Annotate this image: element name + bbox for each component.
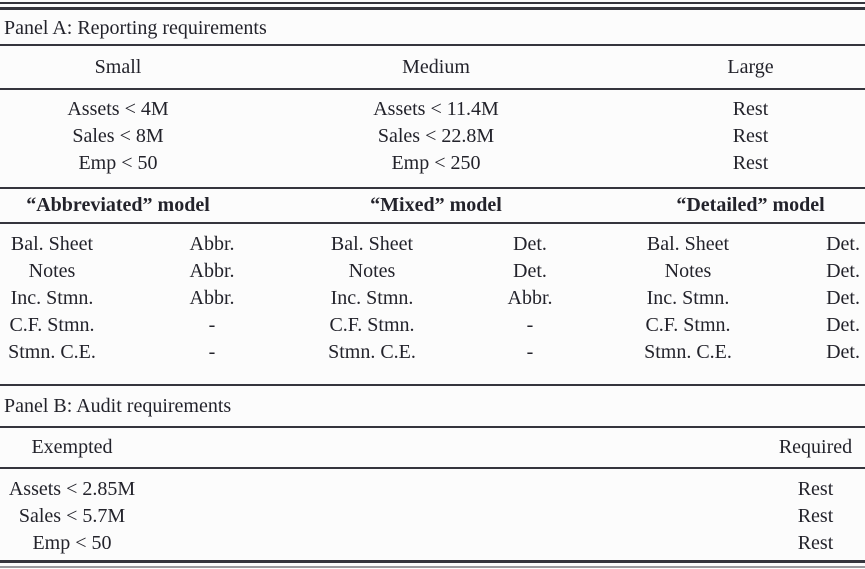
threshold-cell: Rest xyxy=(732,152,769,174)
audit-threshold-cell: Assets < 2.85M xyxy=(8,478,136,500)
audit-row-sales: Sales < 5.7M Rest xyxy=(0,503,865,530)
model-requirement-value: Det. xyxy=(826,287,860,309)
model-item-label: Bal. Sheet xyxy=(330,233,414,255)
model-requirement-value: Abbr. xyxy=(189,287,235,309)
model-requirement-value: Det. xyxy=(513,233,547,255)
rule-above-model-headers xyxy=(0,187,865,189)
model-requirement-value: - xyxy=(526,341,534,363)
model-requirement-value: Det. xyxy=(826,260,860,282)
rule-below-model-headers xyxy=(0,222,865,224)
model-item-label: Notes xyxy=(348,260,396,282)
model-detail-block: Bal. Sheet Abbr. Bal. Sheet Det. Bal. Sh… xyxy=(0,224,865,384)
model-item-label: Inc. Stmn. xyxy=(646,287,730,309)
threshold-cell: Assets < 4M xyxy=(67,98,169,120)
audit-header-required: Required xyxy=(778,436,853,458)
size-header-row: Small Medium Large xyxy=(0,46,865,88)
panel-a-title: Panel A: Reporting requirements xyxy=(0,10,865,44)
model-requirement-value: Abbr. xyxy=(189,260,235,282)
threshold-cell: Rest xyxy=(732,98,769,120)
model-row-inc-stmn: Inc. Stmn. Abbr. Inc. Stmn. Abbr. Inc. S… xyxy=(0,285,865,312)
model-header-detailed: “Detailed” model xyxy=(676,194,825,216)
model-item-label: Inc. Stmn. xyxy=(330,287,414,309)
audit-rows-block: Assets < 2.85M Rest Sales < 5.7M Rest Em… xyxy=(0,469,865,560)
threshold-row-sales: Sales < 8M Sales < 22.8M Rest xyxy=(0,123,865,150)
model-row-cf-stmn: C.F. Stmn. - C.F. Stmn. - C.F. Stmn. Det… xyxy=(0,312,865,339)
model-requirement-value: - xyxy=(526,314,534,336)
rule-below-panel-b-title xyxy=(0,426,865,428)
panel-b-title: Panel B: Audit requirements xyxy=(0,386,865,426)
model-requirement-value: - xyxy=(208,341,216,363)
model-item-label: Notes xyxy=(664,260,712,282)
bottom-inner-rule xyxy=(0,560,865,563)
audit-requirement-cell: Rest xyxy=(797,505,834,527)
model-item-label: C.F. Stmn. xyxy=(329,314,415,336)
model-item-label: Stmn. C.E. xyxy=(328,341,416,363)
audit-header-exempted: Exempted xyxy=(31,436,113,458)
threshold-block: Assets < 4M Assets < 11.4M Rest Sales < … xyxy=(0,90,865,187)
model-item-label: Notes xyxy=(28,260,76,282)
audit-row-spacer xyxy=(144,476,766,503)
model-item-label: C.F. Stmn. xyxy=(645,314,731,336)
threshold-cell: Emp < 250 xyxy=(391,152,481,174)
audit-requirement-cell: Rest xyxy=(797,532,834,554)
model-header-row: “Abbreviated” model “Mixed” model “Detai… xyxy=(0,189,865,222)
model-row-bal-sheet: Bal. Sheet Abbr. Bal. Sheet Det. Bal. Sh… xyxy=(0,231,865,258)
model-requirement-value: Abbr. xyxy=(507,287,553,309)
model-requirement-value: Det. xyxy=(826,341,860,363)
model-row-notes: Notes Abbr. Notes Det. Notes Det. xyxy=(0,258,865,285)
model-requirement-value: Det. xyxy=(826,233,860,255)
threshold-cell: Sales < 22.8M xyxy=(377,125,495,147)
panel-b-title-text: Panel B: Audit requirements xyxy=(4,395,232,417)
threshold-row-emp: Emp < 50 Emp < 250 Rest xyxy=(0,150,865,177)
audit-row-spacer xyxy=(144,503,766,530)
model-requirement-value: Det. xyxy=(826,314,860,336)
rule-below-panel-a-title xyxy=(0,44,865,46)
model-row-stmn-ce: Stmn. C.E. - Stmn. C.E. - Stmn. C.E. Det… xyxy=(0,339,865,366)
model-item-label: Inc. Stmn. xyxy=(10,287,94,309)
bottom-outer-rule xyxy=(0,566,865,568)
top-inner-rule xyxy=(0,7,865,10)
model-header-mixed: “Mixed” model xyxy=(370,194,502,216)
audit-requirement-cell: Rest xyxy=(797,478,834,500)
size-header-large: Large xyxy=(727,55,774,78)
panel-a-title-text: Panel A: Reporting requirements xyxy=(4,17,267,39)
audit-header-row: Exempted Required xyxy=(0,428,865,467)
model-header-abbreviated: “Abbreviated” model xyxy=(26,194,210,216)
audit-threshold-cell: Emp < 50 xyxy=(32,532,112,554)
model-item-label: Stmn. C.E. xyxy=(8,341,96,363)
top-outer-rule xyxy=(0,2,865,4)
audit-threshold-cell: Sales < 5.7M xyxy=(18,505,126,527)
model-requirement-value: Det. xyxy=(513,260,547,282)
size-header-small: Small xyxy=(94,55,142,78)
model-item-label: Bal. Sheet xyxy=(10,233,94,255)
model-requirement-value: - xyxy=(208,314,216,336)
threshold-row-assets: Assets < 4M Assets < 11.4M Rest xyxy=(0,96,865,123)
rule-above-panel-b-title xyxy=(0,384,865,386)
rule-below-size-headers xyxy=(0,88,865,90)
model-item-label: Bal. Sheet xyxy=(646,233,730,255)
threshold-cell: Assets < 11.4M xyxy=(373,98,499,120)
audit-row-spacer xyxy=(144,530,766,557)
model-requirement-value: Abbr. xyxy=(189,233,235,255)
threshold-cell: Rest xyxy=(732,125,769,147)
size-header-medium: Medium xyxy=(402,55,470,78)
model-item-label: C.F. Stmn. xyxy=(9,314,95,336)
threshold-cell: Emp < 50 xyxy=(78,152,158,174)
audit-row-emp: Emp < 50 Rest xyxy=(0,530,865,557)
rule-below-audit-headers xyxy=(0,467,865,469)
model-item-label: Stmn. C.E. xyxy=(644,341,732,363)
threshold-cell: Sales < 8M xyxy=(72,125,164,147)
audit-row-assets: Assets < 2.85M Rest xyxy=(0,476,865,503)
